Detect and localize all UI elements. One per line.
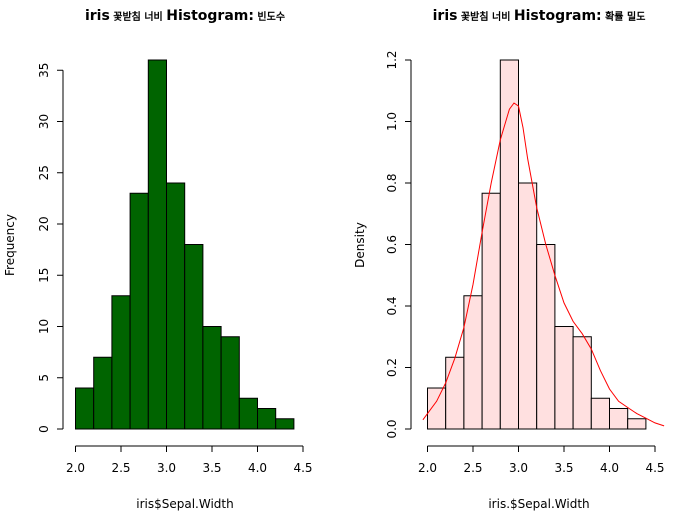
x-tick-label-3: 3.5	[554, 461, 573, 475]
chart-title: iris 꽃받침 너비 Histogram: 확률 밀도	[433, 8, 646, 24]
bars	[75, 59, 295, 430]
bar-6	[536, 244, 556, 430]
bar-1	[445, 356, 465, 430]
bar-6	[184, 244, 204, 430]
x-tick-label-5: 4.5	[293, 461, 312, 475]
y-tick-label-3: 0.6	[385, 235, 399, 254]
title-part-2: Histogram:	[514, 8, 602, 24]
x-tick-label-1: 2.5	[111, 461, 130, 475]
chart-title: iris 꽃받침 너비 Histogram: 빈도수	[85, 8, 285, 24]
y-tick-label-4: 0.8	[385, 173, 399, 192]
y-tick-label-0: 0.0	[385, 419, 399, 438]
x-tick-label-5: 4.5	[645, 461, 664, 475]
bar-3	[481, 192, 501, 430]
bars	[427, 59, 647, 430]
y-axis: 0 5 10 15 20 25 30 35	[37, 63, 64, 433]
y-tick-label-6: 1.2	[385, 50, 399, 69]
y-tick-label-5: 25	[37, 165, 51, 180]
bar-5	[166, 182, 186, 430]
density-histogram-panel: 2.0 2.5 3.0 3.5 4.0 4.5 0.0 0.2 0.4 0.6 0.8 1.0 1.2 i…	[353, 8, 665, 511]
bar-11	[627, 418, 647, 430]
x-axis-label: iris$Sepal.Width	[136, 497, 233, 511]
density-curve	[422, 102, 665, 427]
bar-2	[111, 295, 131, 430]
y-tick-label-6: 30	[37, 114, 51, 129]
x-tick-label-3: 3.5	[202, 461, 221, 475]
y-axis-label: Frequency	[3, 214, 17, 276]
y-tick-label-0: 0	[37, 425, 51, 433]
bar-8	[572, 336, 592, 430]
title-part-2: Histogram:	[166, 8, 254, 24]
y-tick-label-3: 15	[37, 268, 51, 283]
bar-11	[275, 418, 295, 430]
frequency-histogram-panel: 2.0 2.5 3.0 3.5 4.0 4.5 0 5 10 15 20 25 30 35 iris$Sep…	[3, 8, 313, 511]
bar-3	[129, 192, 149, 430]
x-tick-label-2: 3.0	[157, 461, 176, 475]
x-axis-label: iris.$Sepal.Width	[488, 497, 589, 511]
bar-10	[257, 408, 277, 430]
y-tick-label-5: 1.0	[385, 112, 399, 131]
y-tick-label-4: 20	[37, 216, 51, 231]
y-axis: 0.0 0.2 0.4 0.6 0.8 1.0 1.2	[385, 50, 412, 439]
bar-7	[202, 326, 222, 430]
bar-1	[93, 356, 113, 430]
bar-9	[238, 397, 259, 430]
title-part-3: 빈도수	[254, 10, 285, 23]
y-tick-label-2: 10	[37, 319, 51, 334]
y-tick-label-1: 0.2	[385, 358, 399, 377]
x-axis: 2.0 2.5 3.0 3.5 4.0 4.5	[418, 445, 665, 475]
y-tick-label-2: 0.4	[385, 296, 399, 315]
x-tick-label-1: 2.5	[463, 461, 482, 475]
bar-5	[518, 182, 538, 430]
x-tick-label-4: 4.0	[600, 461, 619, 475]
title-part-1: 꽃받침 너비	[457, 10, 513, 23]
x-axis: 2.0 2.5 3.0 3.5 4.0 4.5	[66, 445, 313, 475]
title-part-0: iris	[433, 8, 458, 24]
bar-7	[554, 326, 574, 430]
title-part-3: 확률 밀도	[602, 10, 646, 23]
title-part-1: 꽃받침 너비	[110, 10, 166, 23]
y-tick-label-1: 5	[37, 374, 51, 382]
bar-4	[499, 59, 519, 430]
x-tick-label-0: 2.0	[418, 461, 437, 475]
y-axis-label: Density	[353, 222, 367, 268]
x-tick-label-4: 4.0	[248, 461, 267, 475]
title-part-0: iris	[85, 8, 110, 24]
bar-4	[147, 59, 168, 430]
x-tick-label-0: 2.0	[66, 461, 85, 475]
bar-9	[590, 397, 610, 430]
x-tick-label-2: 3.0	[509, 461, 528, 475]
bar-10	[609, 407, 629, 430]
bar-0	[427, 387, 447, 430]
bar-0	[75, 387, 95, 430]
y-tick-label-7: 35	[37, 63, 51, 78]
bar-8	[220, 336, 240, 430]
